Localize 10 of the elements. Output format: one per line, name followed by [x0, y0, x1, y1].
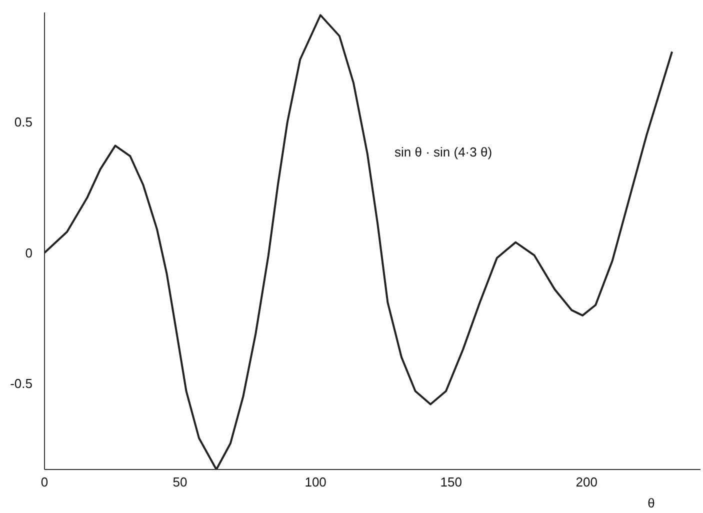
x-tick-label: 100	[304, 474, 326, 490]
x-tick-label: 0	[40, 474, 48, 490]
y-tick-label: 0	[25, 245, 33, 260]
annotation: sin θ · sin (4·3 θ)	[394, 144, 492, 160]
x-tick-label: 150	[440, 474, 462, 490]
y-tick-label: 0.5	[14, 114, 33, 130]
x-tick-label: 200	[576, 474, 598, 490]
x-axis-title: θ	[648, 496, 655, 510]
y-tick-label: -0.5	[10, 376, 33, 391]
x-tick-label: 50	[172, 474, 188, 490]
